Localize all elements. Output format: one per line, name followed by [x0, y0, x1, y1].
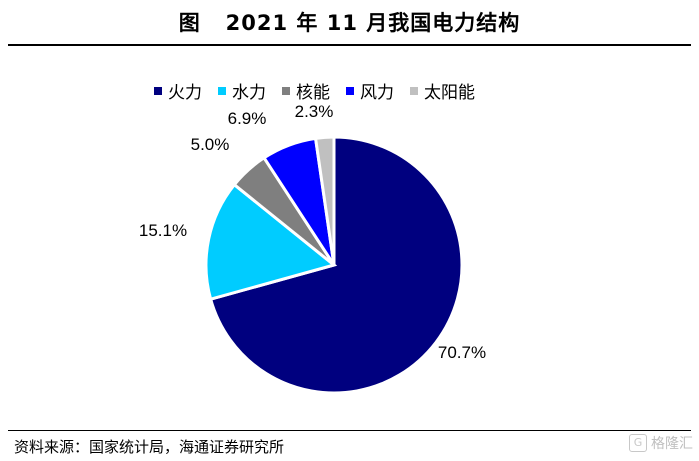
legend-swatch-nuclear — [282, 86, 290, 95]
watermark-logo-icon: G — [629, 434, 647, 452]
bottom-divider — [8, 430, 691, 431]
pie-slices — [204, 135, 464, 395]
legend-swatch-wind — [346, 86, 354, 95]
legend-item-thermal: 火力 — [154, 78, 202, 103]
data-label-thermal: 70.7% — [438, 343, 486, 362]
legend-item-hydro: 水力 — [218, 78, 266, 103]
legend-swatch-hydro — [218, 86, 226, 95]
pie-slice-hydro — [204, 182, 338, 302]
legend-label-wind: 风力 — [360, 83, 394, 103]
data-label-wind: 6.9% — [228, 109, 267, 128]
pie-chart: 70.7% 15.1% 5.0% 6.9% 2.3% — [139, 102, 486, 395]
top-divider — [8, 44, 691, 46]
legend-swatch-thermal — [154, 86, 162, 95]
legend: 火力 水力 核能 风力 太阳能 — [154, 78, 475, 103]
legend-label-nuclear: 核能 — [296, 83, 330, 103]
legend-item-solar: 太阳能 — [410, 78, 475, 103]
legend-label-hydro: 水力 — [232, 83, 266, 103]
watermark-text: 格隆汇 — [651, 436, 693, 452]
pie-slice-solar — [313, 135, 336, 266]
legend-item-nuclear: 核能 — [282, 78, 330, 103]
source-note: 资料来源：国家统计局，海通证券研究所 — [14, 438, 285, 456]
legend-label-solar: 太阳能 — [424, 83, 475, 103]
legend-swatch-solar — [410, 86, 418, 95]
data-label-hydro: 15.1% — [139, 221, 187, 240]
legend-item-wind: 风力 — [346, 78, 394, 103]
data-label-nuclear: 5.0% — [191, 135, 230, 154]
legend-label-thermal: 火力 — [168, 83, 202, 103]
data-label-solar: 2.3% — [295, 102, 334, 121]
pie-data-labels: 70.7% 15.1% 5.0% 6.9% 2.3% — [139, 102, 486, 362]
watermark: G 格隆汇 — [629, 433, 693, 453]
chart-title: 图 2021 年 11 月我国电力结构 — [178, 11, 521, 35]
chart-title-bar: 图 2021 年 11 月我国电力结构 — [0, 0, 699, 44]
